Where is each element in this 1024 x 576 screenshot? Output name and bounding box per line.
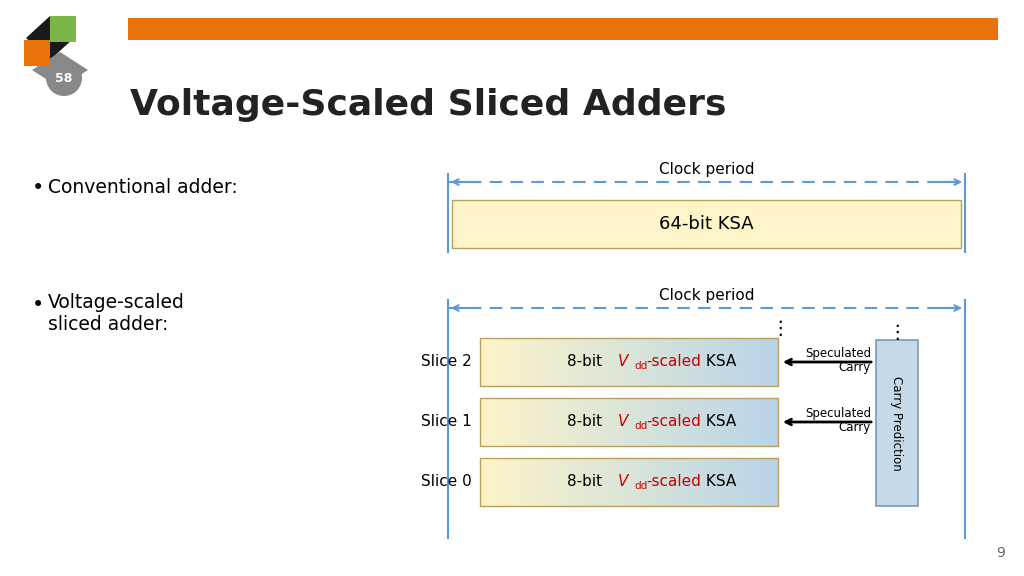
- Circle shape: [46, 60, 82, 96]
- Text: dd: dd: [634, 361, 647, 371]
- Text: Clock period: Clock period: [658, 288, 755, 303]
- Text: •: •: [32, 295, 44, 315]
- Text: -scaled: -scaled: [646, 415, 700, 430]
- Text: 8-bit: 8-bit: [567, 475, 607, 490]
- Text: Slice 2: Slice 2: [421, 354, 472, 369]
- FancyBboxPatch shape: [128, 18, 998, 40]
- FancyBboxPatch shape: [876, 340, 918, 506]
- Text: Voltage-Scaled Sliced Adders: Voltage-Scaled Sliced Adders: [130, 88, 726, 122]
- Text: ⋮: ⋮: [887, 323, 906, 342]
- Text: Voltage-scaled: Voltage-scaled: [48, 293, 185, 312]
- Text: Conventional adder:: Conventional adder:: [48, 178, 238, 197]
- Text: Clock period: Clock period: [658, 162, 755, 177]
- Text: ⋮: ⋮: [770, 319, 790, 338]
- Text: Speculated: Speculated: [805, 407, 871, 419]
- Text: KSA: KSA: [701, 415, 736, 430]
- Text: Slice 0: Slice 0: [421, 475, 472, 490]
- Text: -scaled: -scaled: [646, 354, 700, 369]
- Text: KSA: KSA: [701, 354, 736, 369]
- Text: Carry: Carry: [839, 420, 871, 434]
- Text: V: V: [618, 354, 629, 369]
- Text: 9: 9: [996, 546, 1005, 560]
- Text: Slice 1: Slice 1: [421, 415, 472, 430]
- Text: 58: 58: [55, 71, 73, 85]
- Text: V: V: [618, 473, 629, 488]
- Text: •: •: [32, 178, 44, 198]
- Text: dd: dd: [634, 421, 647, 431]
- FancyBboxPatch shape: [50, 16, 76, 42]
- Text: Speculated: Speculated: [805, 347, 871, 359]
- Text: 8-bit: 8-bit: [567, 354, 607, 369]
- Text: 8-bit: 8-bit: [567, 415, 607, 430]
- Text: -scaled: -scaled: [646, 475, 700, 490]
- Text: V: V: [618, 414, 629, 429]
- FancyBboxPatch shape: [24, 40, 50, 66]
- Text: Carry Prediction: Carry Prediction: [891, 376, 903, 471]
- Text: sliced adder:: sliced adder:: [48, 315, 168, 334]
- Text: 64-bit KSA: 64-bit KSA: [659, 215, 754, 233]
- Polygon shape: [26, 16, 74, 60]
- Text: Carry: Carry: [839, 361, 871, 373]
- FancyBboxPatch shape: [452, 200, 961, 248]
- Text: dd: dd: [634, 481, 647, 491]
- Polygon shape: [32, 52, 88, 88]
- Text: KSA: KSA: [701, 475, 736, 490]
